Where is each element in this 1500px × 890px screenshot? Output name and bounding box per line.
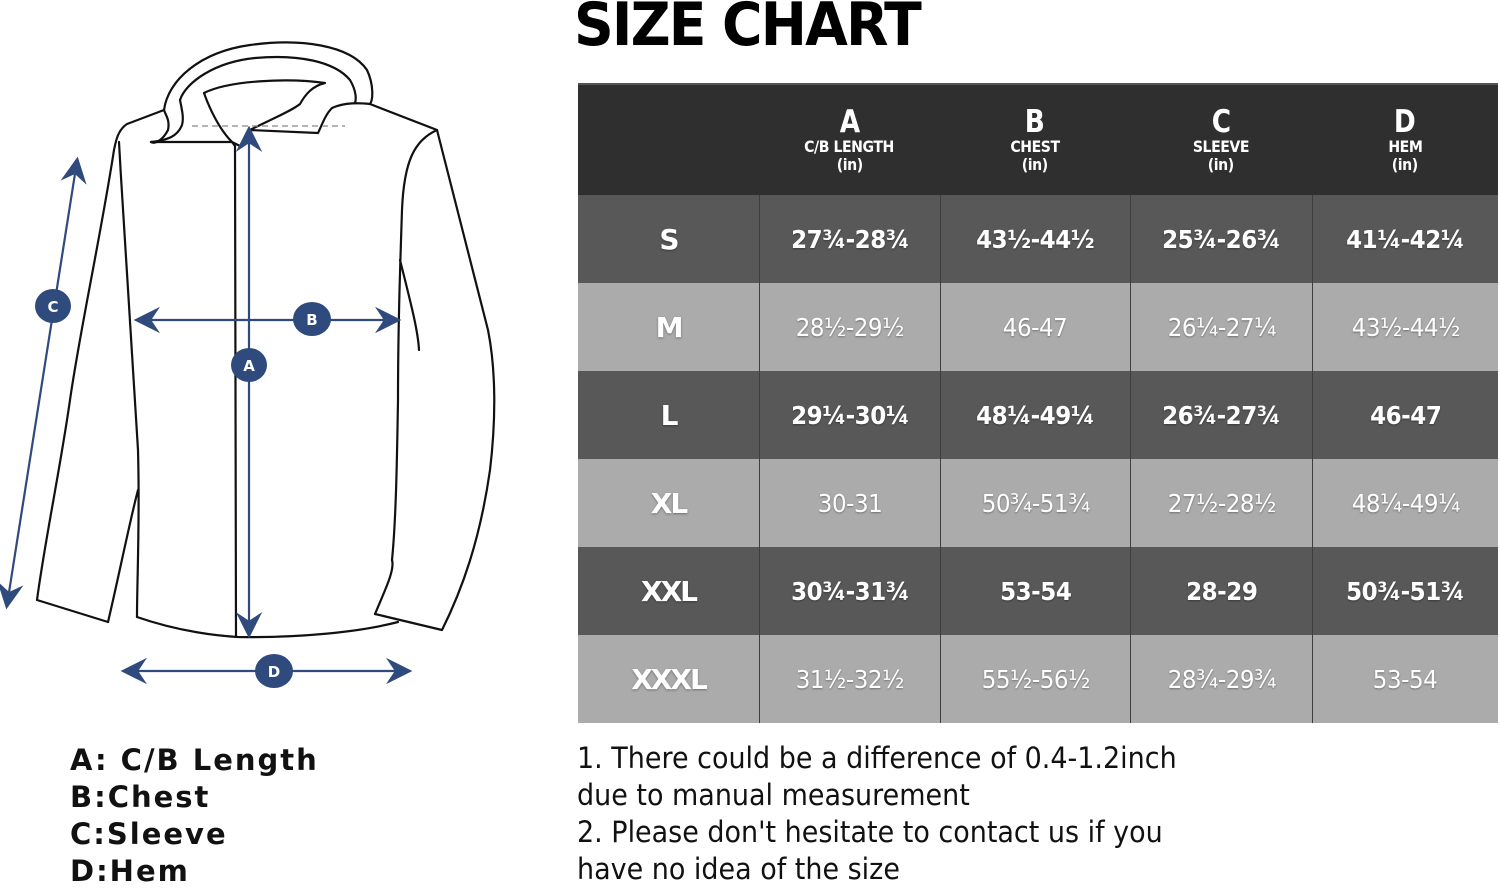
- arrow-c: [0, 156, 87, 610]
- jacket-diagram: A B C D: [0, 41, 496, 688]
- legend-item-a: A: C/B Length: [70, 743, 319, 777]
- size-label: L: [660, 398, 679, 432]
- table-row: XXXL 31½-32½ 55½-56½ 28¾-29¾ 53-54: [578, 635, 1498, 723]
- cb-length-value: 30-31: [817, 488, 883, 518]
- table-row: S 27¾-28¾ 43½-44½ 25¾-26¾ 41¼-42¼: [578, 195, 1498, 283]
- marker-a-icon: A: [231, 348, 267, 382]
- hem-value: 53-54: [1373, 664, 1438, 694]
- size-table: A C/B LENGTH (in) B CHEST (in) C SLEEVE …: [578, 83, 1498, 723]
- page-title: SIZE CHART: [574, 0, 922, 60]
- header-cell-cb-length: A C/B LENGTH (in): [804, 104, 895, 174]
- measurement-legend: A: C/B Length B:Chest C:Sleeve D:Hem: [70, 742, 319, 890]
- hem-value: 43½-44½: [1351, 312, 1460, 342]
- chest-value: 53-54: [999, 576, 1072, 606]
- note-line: have no idea of the size: [577, 852, 900, 886]
- header-cell-chest: B CHEST (in): [1010, 104, 1060, 174]
- svg-text:C: C: [47, 298, 58, 316]
- svg-text:B: B: [306, 311, 317, 329]
- marker-c-icon: C: [35, 289, 71, 323]
- cb-length-value: 28½-29½: [795, 312, 905, 342]
- table-row: L 29¼-30¼ 48¼-49¼ 26¾-27¾ 46-47: [578, 371, 1498, 459]
- table-row: M 28½-29½ 46-47 26¼-27¼ 43½-44½: [578, 283, 1498, 371]
- chest-value: 48¼-49¼: [976, 400, 1095, 430]
- sleeve-value: 26¼-27¼: [1167, 312, 1276, 342]
- svg-text:A: A: [243, 357, 255, 375]
- size-label: XXL: [640, 574, 698, 608]
- marker-d-icon: D: [255, 654, 293, 688]
- size-label: S: [659, 222, 679, 256]
- chest-value: 50¾-51¾: [981, 488, 1090, 518]
- note-line: 1. There could be a difference of 0.4-1.…: [577, 741, 1177, 775]
- chest-value: 55½-56½: [981, 664, 1090, 694]
- table-row: XXL 30¾-31¾ 53-54 28-29 50¾-51¾: [578, 547, 1498, 635]
- measurement-notes: 1. There could be a difference of 0.4-1.…: [577, 740, 1177, 888]
- note-line: 2. Please don't hesitate to contact us i…: [577, 815, 1163, 849]
- header-cell-hem: D HEM (in): [1387, 104, 1423, 174]
- note-line: due to manual measurement: [577, 778, 970, 812]
- legend-item-b: B:Chest: [70, 780, 211, 814]
- svg-text:D: D: [268, 663, 280, 681]
- table-row: XL 30-31 50¾-51¾ 27½-28½ 48¼-49¼: [578, 459, 1498, 547]
- chest-value: 43½-44½: [976, 224, 1095, 254]
- hem-value: 46-47: [1369, 400, 1442, 430]
- sleeve-value: 26¾-27¾: [1162, 400, 1281, 430]
- size-label: XXXL: [631, 662, 708, 696]
- sleeve-value: 25¾-26¾: [1162, 224, 1281, 254]
- jacket-outline-icon: [35, 41, 496, 639]
- table-header: A C/B LENGTH (in) B CHEST (in) C SLEEVE …: [578, 85, 1498, 195]
- cb-length-value: 29¼-30¼: [791, 400, 909, 430]
- sleeve-value: 27½-28½: [1167, 488, 1276, 518]
- hem-value: 50¾-51¾: [1346, 576, 1465, 606]
- size-label: M: [655, 310, 684, 344]
- legend-item-c: C:Sleeve: [70, 817, 228, 851]
- chest-value: 46-47: [1003, 312, 1068, 342]
- cb-length-value: 27¾-28¾: [791, 224, 909, 254]
- cb-length-value: 31½-32½: [795, 664, 905, 694]
- cb-length-value: 30¾-31¾: [791, 576, 909, 606]
- sleeve-value: 28-29: [1185, 576, 1258, 606]
- sleeve-value: 28¾-29¾: [1167, 664, 1276, 694]
- marker-b-icon: B: [293, 302, 331, 336]
- legend-item-d: D:Hem: [70, 854, 190, 888]
- hem-value: 48¼-49¼: [1351, 488, 1460, 518]
- header-cell-size: [578, 85, 759, 195]
- size-label: XL: [650, 486, 688, 520]
- hem-value: 41¼-42¼: [1346, 224, 1465, 254]
- header-cell-sleeve: C SLEEVE (in): [1192, 104, 1250, 174]
